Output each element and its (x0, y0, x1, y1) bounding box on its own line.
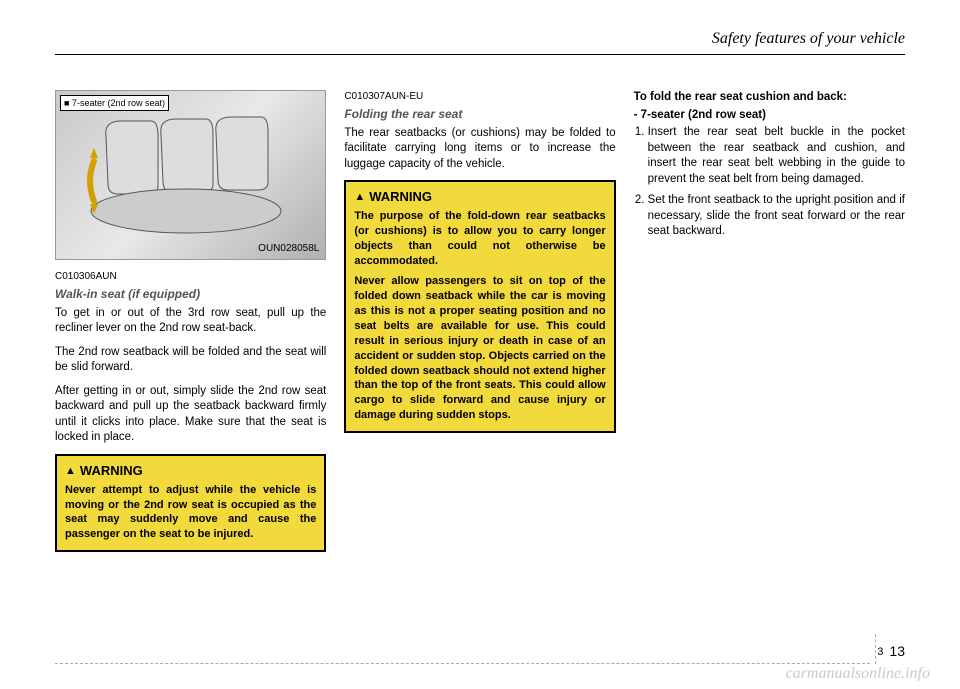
column-1: ■ 7-seater (2nd row seat) OUN028058L C01… (55, 90, 326, 552)
list-item-2: Set the front seatback to the upright po… (648, 193, 905, 240)
seat-figure: ■ 7-seater (2nd row seat) OUN028058L (55, 90, 326, 260)
page: Safety features of your vehicle ■ 7-seat… (0, 0, 960, 689)
warning-box-1: WARNING Never attempt to adjust while th… (55, 454, 326, 552)
header-title: Safety features of your vehicle (712, 30, 905, 47)
fold-heading-1: To fold the rear seat cushion and back: (634, 90, 905, 106)
warning-body-2-p1: The purpose of the fold-down rear seatba… (354, 209, 605, 268)
para-1-3: After getting in or out, simply slide th… (55, 384, 326, 446)
section-code-2: C010307AUN-EU (344, 90, 615, 104)
watermark: carmanualsonline.info (786, 665, 930, 683)
warning-title-2: WARNING (354, 188, 605, 206)
chapter-header: Safety features of your vehicle (55, 30, 905, 55)
seat-illustration (76, 106, 306, 246)
fold-heading-2: - 7-seater (2nd row seat) (634, 108, 905, 124)
warning-box-2: WARNING The purpose of the fold-down rea… (344, 180, 615, 433)
footer-dashline-vertical (875, 634, 876, 664)
para-2-1: The rear seatbacks (or cushions) may be … (344, 126, 615, 173)
section-code-1: C010306AUN (55, 270, 326, 284)
subhead-folding-rear-seat: Folding the rear seat (344, 106, 615, 122)
warning-body-2: The purpose of the fold-down rear seatba… (354, 209, 605, 423)
para-1-1: To get in or out of the 3rd row seat, pu… (55, 306, 326, 337)
page-number: 3 13 (877, 643, 905, 659)
fold-steps-list: Insert the rear seat belt buckle in the … (634, 125, 905, 240)
column-2: C010307AUN-EU Folding the rear seat The … (344, 90, 615, 552)
chapter-number: 3 (877, 646, 883, 658)
column-3: To fold the rear seat cushion and back: … (634, 90, 905, 552)
warning-body-2-p2: Never allow passengers to sit on top of … (354, 274, 605, 422)
page-number-value: 13 (889, 643, 905, 659)
subhead-walk-in-seat: Walk-in seat (if equipped) (55, 286, 326, 302)
footer-dashline (55, 663, 870, 664)
figure-code: OUN028058L (258, 242, 319, 256)
para-1-2: The 2nd row seatback will be folded and … (55, 345, 326, 376)
warning-body-1: Never attempt to adjust while the vehicl… (65, 483, 316, 542)
warning-title-1: WARNING (65, 462, 316, 480)
list-item-1: Insert the rear seat belt buckle in the … (648, 125, 905, 187)
content-columns: ■ 7-seater (2nd row seat) OUN028058L C01… (55, 55, 905, 552)
